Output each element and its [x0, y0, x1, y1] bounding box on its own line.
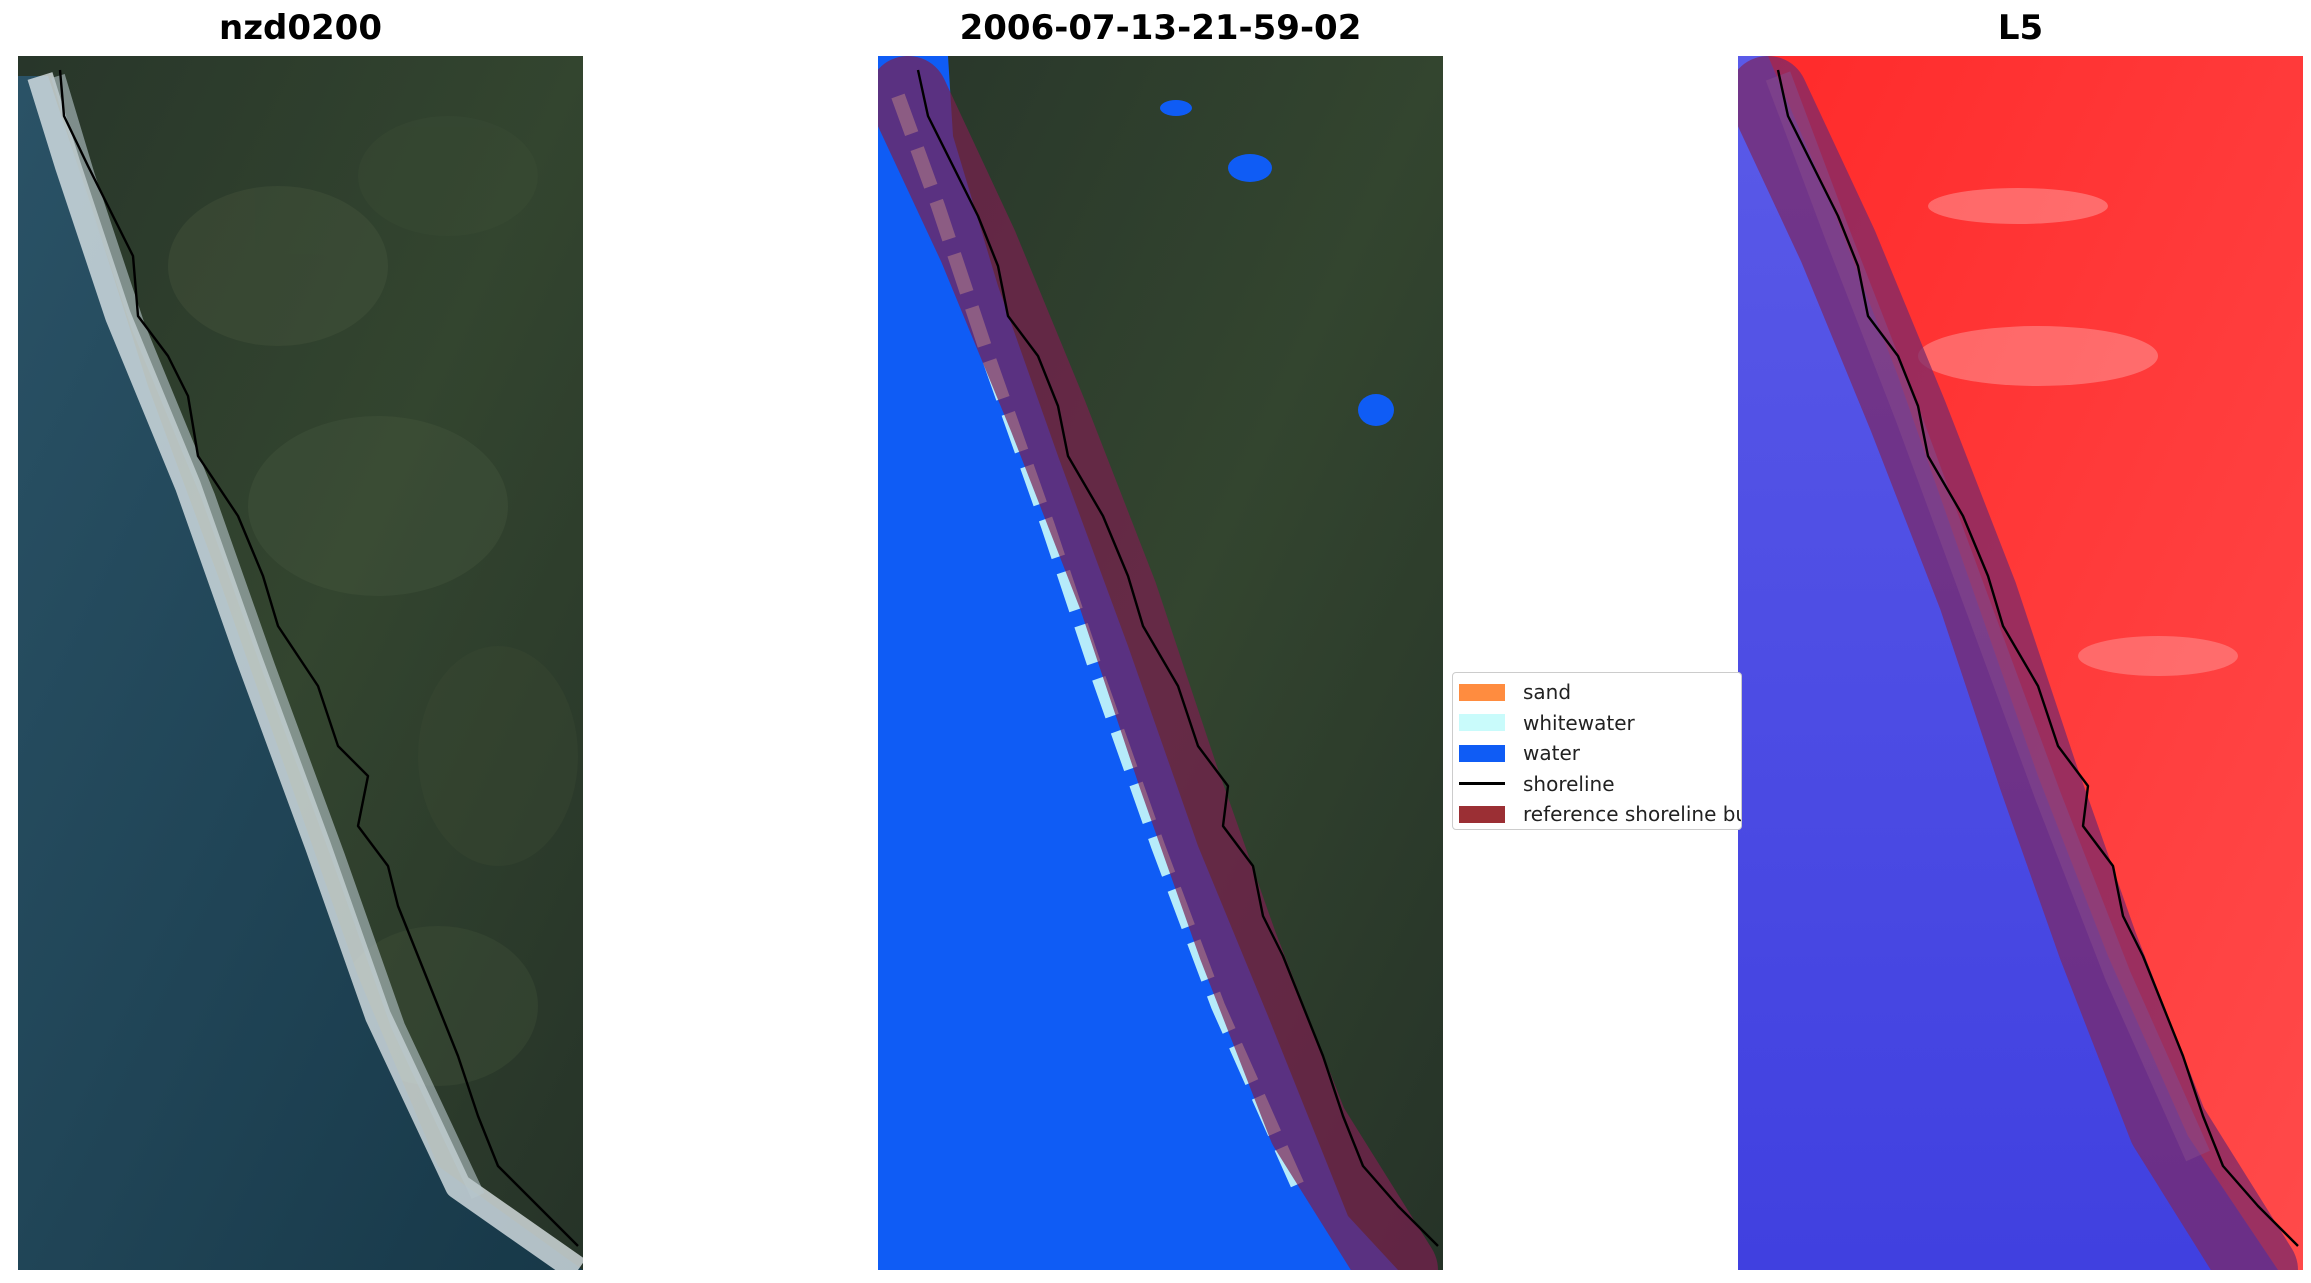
legend-item-shoreline: shoreline [1453, 769, 1741, 800]
legend-label: shoreline [1523, 771, 1615, 796]
panel-title-index: L5 [1997, 8, 2044, 48]
panel-title-classified: 2006-07-13-21-59-02 [959, 8, 1362, 48]
sand-swatch [1459, 683, 1505, 701]
legend-label: reference shoreline buffer [1523, 802, 1741, 827]
shoreline [58, 69, 579, 1247]
shoreline [1776, 69, 2299, 1247]
whitewater-swatch [1459, 714, 1505, 732]
index-image [1738, 56, 2303, 1270]
rgb-image [18, 56, 583, 1270]
buffer-swatch [1459, 805, 1505, 823]
legend-item-water: water [1453, 738, 1741, 769]
rgb-image-panel [18, 56, 583, 1270]
panel-title-rgb: nzd0200 [219, 8, 382, 48]
legend-item-sand: sand [1453, 677, 1741, 708]
legend: sand whitewater water shoreline referenc… [1452, 672, 1742, 830]
legend-label: water [1523, 741, 1580, 766]
shoreline [916, 69, 1439, 1247]
reference-shoreline-buffer [1738, 56, 2298, 1270]
surf-zone-inner [51, 73, 485, 1199]
index-image-panel [1738, 56, 2303, 1270]
legend-label: whitewater [1523, 710, 1635, 735]
legend-item-whitewater: whitewater [1453, 708, 1741, 739]
classified-image-panel [878, 56, 1443, 1270]
ocean-area [18, 76, 583, 1270]
reference-shoreline-buffer [878, 56, 1438, 1270]
legend-label: sand [1523, 680, 1572, 705]
legend-item-reference-shoreline-buffer: reference shoreline buffer [1453, 799, 1741, 829]
classified-image [878, 56, 1443, 1270]
water-swatch [1459, 744, 1505, 762]
shoreline-line-swatch [1459, 782, 1505, 786]
surf-zone [27, 72, 583, 1270]
